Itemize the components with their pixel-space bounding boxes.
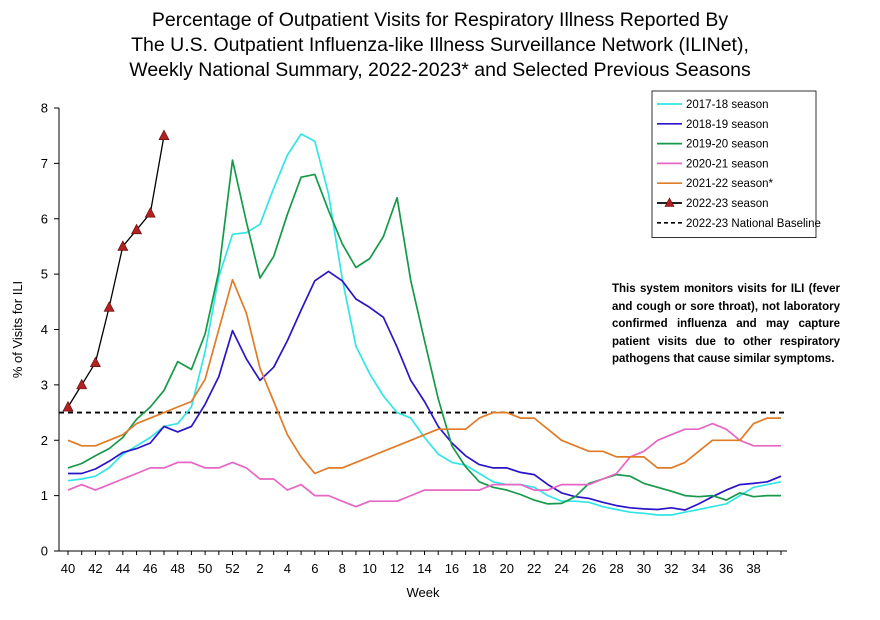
x-tick-label: 52 — [225, 561, 239, 576]
surveillance-note: This system monitors visits for ILI (fev… — [612, 283, 840, 365]
x-tick-label: 28 — [609, 561, 623, 576]
series-line-2017-18-season — [67, 133, 782, 516]
chart-legend: 2017-18 season 2018-19 season 2019-20 seas… — [651, 90, 821, 239]
x-tick-label: 16 — [445, 561, 459, 576]
y-tick-label: 7 — [41, 156, 48, 171]
legend-entry: 2022-23 season — [686, 198, 768, 210]
x-tick-label: 30 — [637, 561, 651, 576]
y-tick-label: 6 — [41, 211, 48, 226]
x-tick-label: 34 — [691, 561, 705, 576]
legend-entry: 2021-22 season* — [686, 178, 773, 190]
x-tick-label: 50 — [198, 561, 212, 576]
data-point-marker — [158, 129, 170, 140]
x-tick-label: 8 — [339, 561, 346, 576]
data-point-marker — [117, 240, 129, 251]
series-line-2018-19-season — [68, 270, 782, 511]
legend-entry: 2017-18 season — [686, 99, 768, 111]
series-line-2019-20-season — [67, 159, 781, 505]
x-tick-label: 36 — [719, 561, 733, 576]
y-tick-label: 4 — [41, 322, 48, 337]
x-tick-label: 6 — [311, 561, 318, 576]
data-point-marker — [89, 356, 101, 368]
legend-box — [651, 90, 817, 239]
legend-marker — [664, 197, 675, 207]
x-tick-label: 2 — [256, 561, 263, 576]
x-tick-label: 42 — [88, 561, 102, 576]
x-tick-label: 38 — [746, 561, 760, 576]
chart-title-line-1: Percentage of Outpatient Visits for Resp… — [151, 9, 729, 31]
data-point-marker — [62, 400, 74, 412]
legend-entry: 2022-23 National Baseline — [686, 218, 821, 230]
x-axis-title: Week — [407, 585, 440, 600]
y-tick-label: 0 — [41, 544, 48, 559]
x-tick-label: 18 — [472, 561, 486, 576]
legend-entry: 2018-19 season — [686, 119, 768, 131]
y-axis-title: % of Visits for ILI — [10, 281, 25, 378]
legend-entry: 2019-20 season — [686, 139, 768, 151]
x-tick-label: 48 — [170, 561, 184, 576]
x-tick-label: 24 — [554, 561, 568, 576]
legend-entry: 2020-21 season — [686, 158, 768, 170]
x-tick-label: 12 — [390, 561, 404, 576]
data-point-marker — [76, 378, 88, 390]
x-tick-label: 46 — [143, 561, 157, 576]
x-tick-label: 10 — [362, 561, 376, 576]
data-point-marker — [103, 301, 115, 312]
x-tick-label: 44 — [116, 561, 130, 576]
x-tick-label: 20 — [500, 561, 514, 576]
series-line-2022-23-season — [67, 135, 165, 408]
data-point-marker — [144, 207, 156, 218]
x-tick-label: 22 — [527, 561, 541, 576]
data-point-marker — [131, 223, 143, 235]
series-layer — [62, 129, 782, 516]
chart-title-line-2: The U.S. Outpatient Influenza-like Illne… — [131, 34, 749, 56]
y-tick-label: 2 — [41, 433, 48, 448]
x-tick-label: 4 — [284, 561, 291, 576]
y-tick-label: 5 — [41, 267, 48, 282]
y-tick-label: 1 — [41, 488, 48, 503]
y-tick-label: 8 — [41, 101, 48, 116]
x-tick-label: 32 — [664, 561, 678, 576]
chart-title-line-3: Weekly National Summary, 2022-2023* and … — [129, 59, 751, 81]
x-tick-label: 26 — [582, 561, 596, 576]
y-tick-label: 3 — [41, 377, 48, 392]
series-line-2020-21-season — [67, 422, 781, 508]
x-tick-label: 14 — [417, 561, 431, 576]
x-tick-label: 40 — [61, 561, 75, 576]
series-line-2021-22-season — [67, 278, 781, 475]
chart-title: Percentage of Outpatient Visits for Resp… — [0, 8, 880, 83]
